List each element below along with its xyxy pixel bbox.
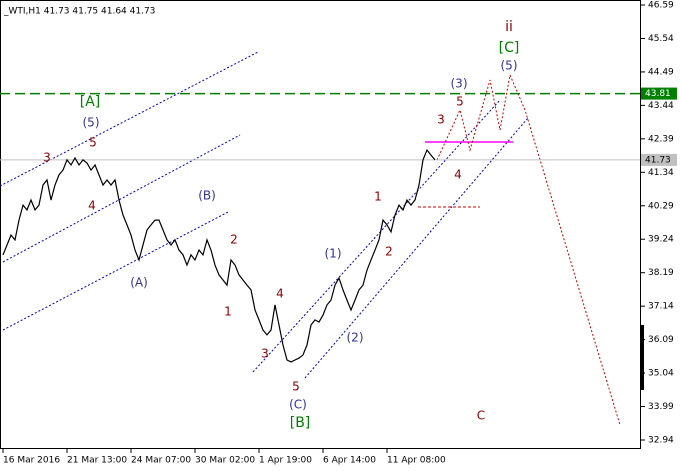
y-tick-label: 46.59 xyxy=(648,1,674,11)
wave-label: ii xyxy=(505,19,513,35)
wave-label: (3) xyxy=(451,77,468,91)
wave-label: (B) xyxy=(198,189,216,203)
wave-label: 1 xyxy=(224,305,232,319)
x-tick-label: 30 Mar 02:00 xyxy=(195,456,255,466)
wave-label: 3 xyxy=(437,113,445,127)
channels xyxy=(0,51,529,379)
x-tick-label: 24 Mar 07:00 xyxy=(131,456,191,466)
wave-label: (1) xyxy=(325,247,342,261)
level-box xyxy=(641,153,677,166)
wave-label: [B] xyxy=(290,415,311,431)
wave-label: 5 xyxy=(456,95,464,109)
x-tick-label: 6 Apr 14:00 xyxy=(323,456,376,466)
y-tick-label: 43.44 xyxy=(648,101,674,111)
y-tick-label: 37.14 xyxy=(648,302,674,312)
level-label: 43.81 xyxy=(645,89,671,99)
chart-title: _WTI,H1 41.73 41.75 41.64 41.73 xyxy=(3,7,155,17)
wave-label: (2) xyxy=(347,331,364,345)
y-tick-label: 44.49 xyxy=(648,67,674,77)
wave-label: 3 xyxy=(261,347,269,361)
y-tick-label: 36.09 xyxy=(648,335,674,345)
wave-label: 5 xyxy=(292,380,300,394)
level-label: 41.73 xyxy=(645,155,671,165)
wave-label: 5 xyxy=(89,136,97,150)
y-tick-label: 35.04 xyxy=(648,369,674,379)
x-tick-label: 1 Apr 19:00 xyxy=(259,456,312,466)
wave-label: 2 xyxy=(385,245,393,259)
wave-label: C xyxy=(477,409,485,423)
y-tick-label: 39.24 xyxy=(648,235,674,245)
y-tick-label: 42.39 xyxy=(648,134,674,144)
x-tick-label: 11 Apr 08:00 xyxy=(387,456,446,466)
wave-label: 3 xyxy=(43,151,51,165)
wave-label: (5) xyxy=(83,116,100,130)
y-tick-label: 45.54 xyxy=(648,34,674,44)
y-tick-label: 40.29 xyxy=(648,201,674,211)
wave-label: 1 xyxy=(374,190,382,204)
scroll-marker xyxy=(641,325,644,390)
y-tick-label: 38.19 xyxy=(648,268,674,278)
y-tick-label: 33.99 xyxy=(648,402,674,412)
wave-label: (C) xyxy=(289,398,307,412)
x-tick-label: 16 Mar 2016 xyxy=(3,456,60,466)
wave-label: (A) xyxy=(130,276,148,290)
wave-label: 4 xyxy=(88,199,96,213)
wave-label: 4 xyxy=(276,287,284,301)
price-line xyxy=(2,148,436,363)
x-tick-label: 21 Mar 13:00 xyxy=(67,456,127,466)
wave-label: (5) xyxy=(501,59,518,73)
wave-label: [C] xyxy=(499,40,520,56)
forecast-path xyxy=(436,73,621,426)
wave-label: 4 xyxy=(454,168,462,182)
plot-frame xyxy=(0,0,641,449)
y-tick-label: 32.94 xyxy=(648,436,674,446)
wave-label: [A] xyxy=(80,94,101,110)
level-box xyxy=(641,87,677,100)
y-tick-label: 41.34 xyxy=(648,168,674,178)
wave-label: 2 xyxy=(230,233,238,247)
